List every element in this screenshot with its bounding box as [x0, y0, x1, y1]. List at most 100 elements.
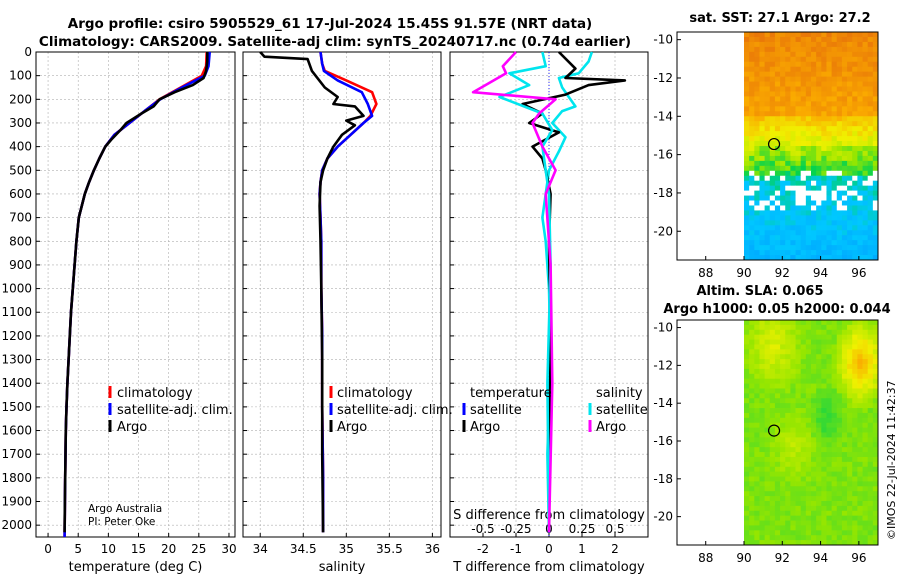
map-cell — [805, 200, 812, 206]
map-cell — [831, 41, 838, 48]
map-cell — [780, 136, 786, 142]
map-cell — [795, 383, 802, 389]
map-cell — [867, 368, 874, 375]
map-cell — [821, 61, 827, 68]
map-cell — [769, 91, 776, 97]
map-cell — [749, 146, 755, 152]
map-cell — [749, 210, 755, 216]
map-cell — [749, 334, 755, 340]
map-cell — [754, 170, 760, 177]
map-cell — [862, 165, 869, 172]
x-tick-label: 96 — [851, 266, 866, 280]
map-cell — [800, 491, 807, 497]
map-cell — [836, 373, 843, 380]
map-cell — [759, 456, 766, 463]
map-cell — [805, 210, 812, 216]
map-cell — [826, 36, 833, 43]
map-cell — [826, 491, 833, 497]
map-cell — [816, 200, 822, 206]
map-cell — [852, 230, 858, 236]
map-cell — [872, 136, 879, 142]
map-cell — [795, 339, 802, 345]
map-cell — [847, 500, 853, 507]
map-cell — [841, 81, 848, 87]
map-cell — [800, 170, 807, 177]
map-cell — [759, 126, 766, 132]
map-cell — [826, 447, 833, 453]
map-cell — [749, 225, 755, 231]
map-cell — [785, 471, 791, 477]
map-cell — [780, 250, 786, 256]
map-cell — [769, 417, 776, 424]
map-cell — [749, 364, 755, 370]
map-cell — [774, 76, 781, 82]
map-cell — [749, 427, 755, 433]
map-cell — [795, 349, 802, 355]
map-cell — [857, 359, 863, 365]
map-cell — [841, 96, 848, 102]
map-cell — [831, 150, 838, 157]
map-cell — [749, 205, 755, 211]
map-cell — [795, 393, 802, 399]
series-line-salinity-satellite — [498, 51, 554, 533]
map-cell — [790, 86, 796, 92]
map-cell — [857, 447, 863, 453]
map-cell — [780, 81, 786, 87]
map-cell — [857, 160, 863, 167]
map-cell — [785, 46, 791, 53]
map-cell — [764, 373, 771, 380]
map-cell — [749, 339, 755, 345]
map-cell — [857, 515, 863, 521]
map-cell — [759, 245, 766, 251]
map-cell — [749, 442, 755, 448]
map-cell — [800, 354, 807, 360]
map-cell — [769, 403, 776, 409]
map-cell — [816, 116, 822, 122]
map-cell — [831, 111, 838, 117]
map-cell — [841, 165, 848, 172]
series-line-argo — [63, 52, 209, 533]
map-cell — [852, 51, 858, 58]
map-cell — [836, 349, 843, 355]
map-cell — [795, 141, 802, 147]
map-cell — [852, 160, 858, 167]
map-cell — [774, 185, 781, 192]
map-cell — [780, 427, 786, 433]
map-cell — [790, 349, 796, 355]
map-cell — [847, 71, 853, 78]
map-cell — [749, 447, 755, 453]
map-cell — [836, 56, 843, 63]
map-cell — [769, 510, 776, 517]
map-cell — [790, 126, 796, 132]
map-cell — [759, 56, 766, 63]
map-cell — [841, 500, 848, 507]
map-cell — [857, 41, 863, 48]
map-cell — [769, 126, 776, 132]
map-cell — [852, 101, 858, 107]
map-cell — [862, 320, 869, 326]
map-cell — [749, 324, 755, 331]
map-cell — [872, 185, 879, 192]
map-cell — [800, 160, 807, 167]
y-tick-label: 300 — [9, 116, 32, 130]
map-cell — [769, 155, 776, 162]
map-cell — [816, 344, 822, 350]
map-cell — [800, 141, 807, 147]
map-cell — [754, 225, 760, 231]
map-cell — [852, 86, 858, 92]
map-cell — [785, 461, 791, 468]
map-cell — [785, 329, 791, 336]
map-cell — [759, 210, 766, 216]
map-cell — [872, 520, 879, 526]
map-cell — [831, 86, 838, 92]
map-cell — [847, 344, 853, 350]
map-cell — [826, 91, 833, 97]
map-cell — [872, 349, 879, 355]
map-cell — [754, 46, 760, 53]
map-cell — [831, 540, 838, 546]
map-cell — [764, 200, 771, 206]
map-cell — [805, 452, 812, 458]
map-cell — [800, 422, 807, 429]
map-cell — [774, 378, 781, 384]
map-cell — [857, 150, 863, 157]
